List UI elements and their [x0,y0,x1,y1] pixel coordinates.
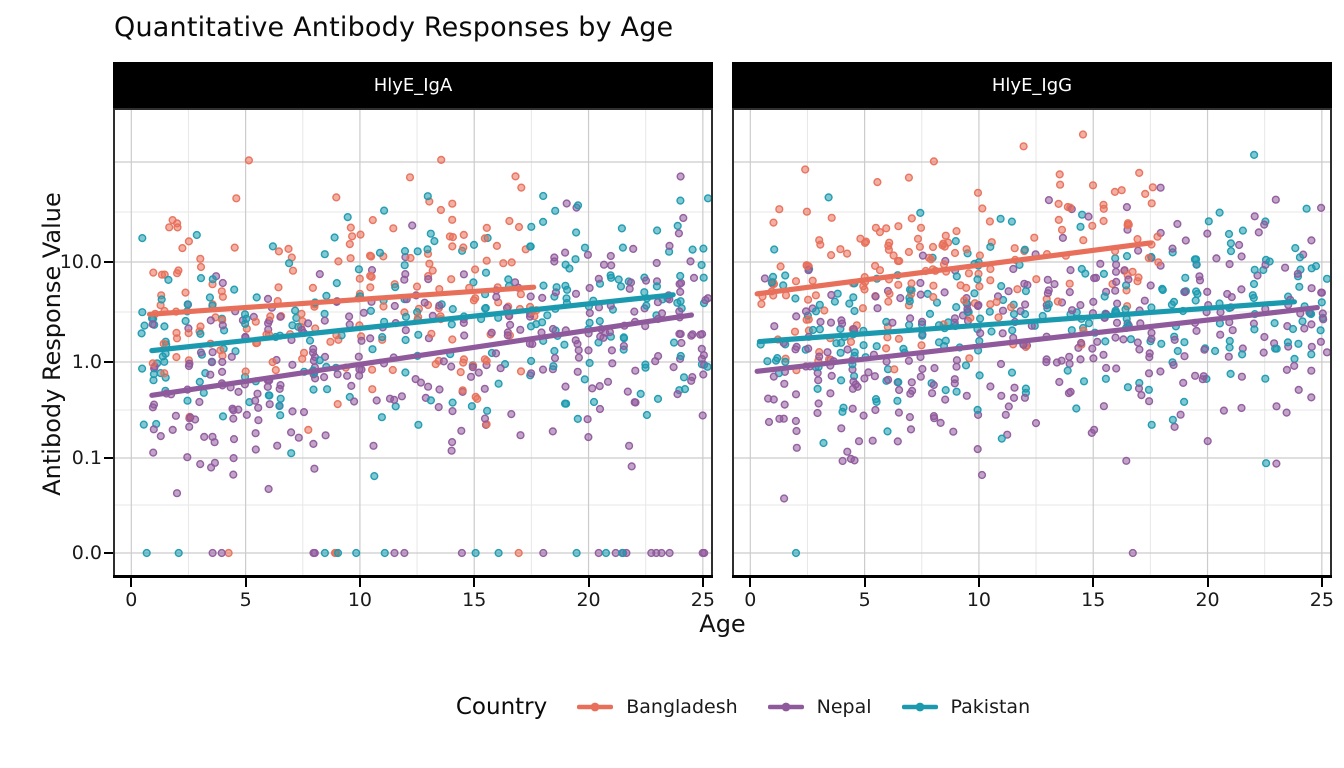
legend-entry-pakistan: Pakistan [901,696,1031,718]
legend-key-icon [901,702,938,712]
y-axis-title: Antibody Response Value [38,192,66,496]
legend: Country Bangladesh Nepal Pakistan [0,694,1344,720]
x-tick-mark [1206,578,1209,587]
legend-entry-nepal: Nepal [767,696,872,718]
x-tick-mark [358,578,361,587]
legend-key-icon [577,702,614,712]
y-tick-label: 10.0 [59,251,102,273]
facet-strip: HlyE_IgA [113,62,713,108]
x-tick-label: 25 [690,589,715,611]
x-tick-label: 25 [1309,589,1334,611]
x-tick-mark [130,578,133,587]
y-tick-label: 1.0 [71,351,102,373]
chart-title: Quantitative Antibody Responses by Age [114,12,674,43]
x-tick-mark [473,578,476,587]
x-axis-title: Age [699,610,746,638]
x-tick-label: 15 [1081,589,1106,611]
scatter-plot-HlyE_IgA [113,108,713,578]
x-tick-label: 0 [125,589,138,611]
y-tick-mark [104,361,113,363]
legend-label: Pakistan [950,696,1031,718]
x-tick-label: 20 [576,589,601,611]
x-tick-mark [1320,578,1323,587]
facet-strip: HlyE_IgG [732,62,1332,108]
y-tick-mark [104,457,113,459]
x-tick-label: 10 [347,589,372,611]
x-tick-label: 15 [462,589,487,611]
x-tick-label: 20 [1195,589,1220,611]
y-tick-mark [104,261,113,263]
y-tick-mark [104,552,113,554]
legend-label: Nepal [816,696,872,718]
legend-key-icon [767,702,804,712]
x-tick-label: 0 [744,589,757,611]
x-tick-mark [749,578,752,587]
legend-entry-bangladesh: Bangladesh [577,696,738,718]
x-tick-label: 10 [966,589,991,611]
legend-label: Bangladesh [626,696,738,718]
x-tick-mark [701,578,704,587]
legend-entries: Bangladesh Nepal Pakistan [577,696,1030,718]
legend-title: Country [455,694,548,720]
x-tick-mark [977,578,980,587]
x-tick-label: 5 [858,589,871,611]
facet-panel [732,108,1332,578]
y-tick-label: 0.0 [71,542,102,564]
x-tick-mark [1092,578,1095,587]
x-tick-mark [863,578,866,587]
x-tick-mark [587,578,590,587]
x-tick-label: 5 [239,589,252,611]
facet-strip-label: HlyE_IgA [373,74,453,96]
y-tick-label: 0.1 [71,447,102,469]
x-tick-mark [244,578,247,587]
facet-panel [113,108,713,578]
facet-strip-label: HlyE_IgG [991,74,1073,96]
scatter-plot-HlyE_IgG [732,108,1332,578]
